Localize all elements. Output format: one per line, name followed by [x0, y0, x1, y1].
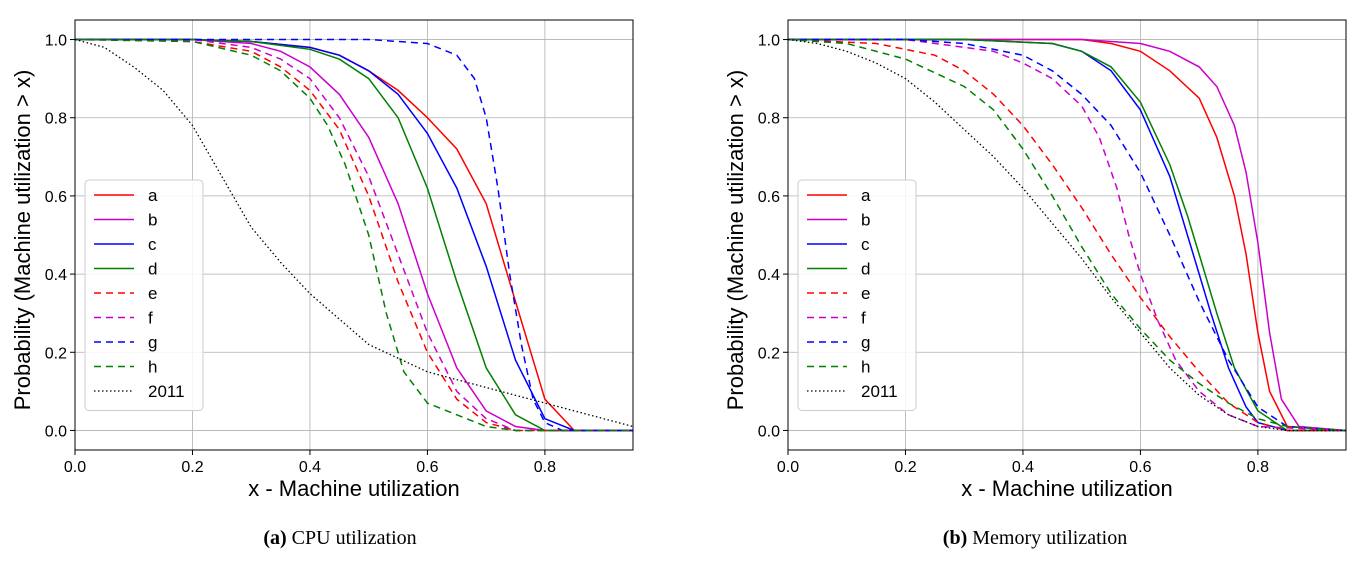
- series-line-h: [75, 38, 633, 432]
- y-tick-label: 1.0: [758, 33, 780, 50]
- y-tick-label: 0.8: [758, 111, 780, 128]
- legend-label-a: a: [861, 186, 871, 205]
- chart-mem: 0.0 0.2 0.4 0.6 0.8 0.0 0.2 0.4 0.6 0.8 1.0 x - Mac…: [723, 19, 1347, 549]
- y-tick-label: 0.8: [45, 111, 67, 128]
- legend-label-2011: 2011: [861, 382, 898, 401]
- caption-label: (b): [943, 527, 967, 549]
- x-tick-label: 0.8: [534, 459, 556, 476]
- caption-text: Memory utilization: [967, 527, 1127, 549]
- x-tick-label: 0.2: [894, 459, 916, 476]
- figure-caption: (b) Memory utilization: [943, 527, 1127, 549]
- series-line-2011: [75, 38, 633, 428]
- y-tick-label: 0.4: [45, 267, 67, 284]
- series-line-h: [788, 38, 1346, 432]
- legend-label-f: f: [148, 309, 153, 328]
- figure-caption: (a) CPU utilization: [263, 527, 416, 549]
- caption-label: (a): [263, 527, 286, 549]
- series-line-d: [75, 38, 633, 432]
- legend-label-h: h: [148, 358, 157, 377]
- chart-cpu: 0.0 0.2 0.4 0.6 0.8 0.0 0.2 0.4 0.6 0.8 1.0 x - Mac…: [10, 19, 634, 549]
- y-axis-label: Probability (Machine utilization > x): [723, 70, 748, 411]
- legend-box: [797, 179, 917, 411]
- series-line-g: [75, 38, 633, 432]
- series-line-b: [788, 38, 1346, 432]
- x-tick-label: 0.0: [64, 459, 86, 476]
- y-tick-label: 0.6: [45, 189, 67, 206]
- x-tick-label: 0.4: [299, 459, 321, 476]
- x-tick-label: 0.8: [1247, 459, 1269, 476]
- y-tick-label: 0.4: [758, 267, 780, 284]
- legend-label-2011: 2011: [148, 382, 185, 401]
- series-line-e: [75, 38, 633, 432]
- legend-label-h: h: [861, 358, 870, 377]
- series-line-f: [788, 38, 1346, 432]
- series-line-f: [75, 38, 633, 432]
- legend-label-e: e: [148, 284, 157, 303]
- legend-label-g: g: [148, 333, 157, 352]
- series-line-e: [788, 38, 1346, 432]
- caption-text: CPU utilization: [287, 527, 417, 549]
- x-tick-label: 0.0: [777, 459, 799, 476]
- x-tick-label: 0.4: [1012, 459, 1034, 476]
- x-tick-label: 0.6: [416, 459, 438, 476]
- series-line-b: [75, 38, 633, 432]
- x-axis-label: x - Machine utilization: [961, 476, 1173, 501]
- y-tick-label: 1.0: [45, 33, 67, 50]
- y-axis-label: Probability (Machine utilization > x): [10, 70, 35, 411]
- series-line-g: [788, 38, 1346, 432]
- y-tick-label: 0.2: [45, 345, 67, 362]
- legend-label-d: d: [861, 260, 870, 279]
- legend-label-a: a: [148, 186, 158, 205]
- y-tick-label: 0.6: [758, 189, 780, 206]
- y-tick-label: 0.0: [45, 423, 67, 440]
- x-axis-label: x - Machine utilization: [248, 476, 460, 501]
- legend-label-c: c: [861, 235, 870, 254]
- plot-frame: [74, 19, 634, 451]
- x-tick-label: 0.6: [1129, 459, 1151, 476]
- x-tick-label: 0.2: [181, 459, 203, 476]
- legend-label-f: f: [861, 309, 866, 328]
- series-line-d: [788, 38, 1346, 432]
- legend-label-d: d: [148, 260, 157, 279]
- legend-box: [84, 179, 204, 411]
- legend-label-g: g: [861, 333, 870, 352]
- y-tick-label: 0.0: [758, 423, 780, 440]
- legend-label-b: b: [861, 211, 870, 230]
- legend-label-b: b: [148, 211, 157, 230]
- plot-frame: [787, 19, 1347, 451]
- y-tick-label: 0.2: [758, 345, 780, 362]
- series-line-2011: [788, 38, 1346, 432]
- legend-label-c: c: [148, 235, 157, 254]
- legend-label-e: e: [861, 284, 870, 303]
